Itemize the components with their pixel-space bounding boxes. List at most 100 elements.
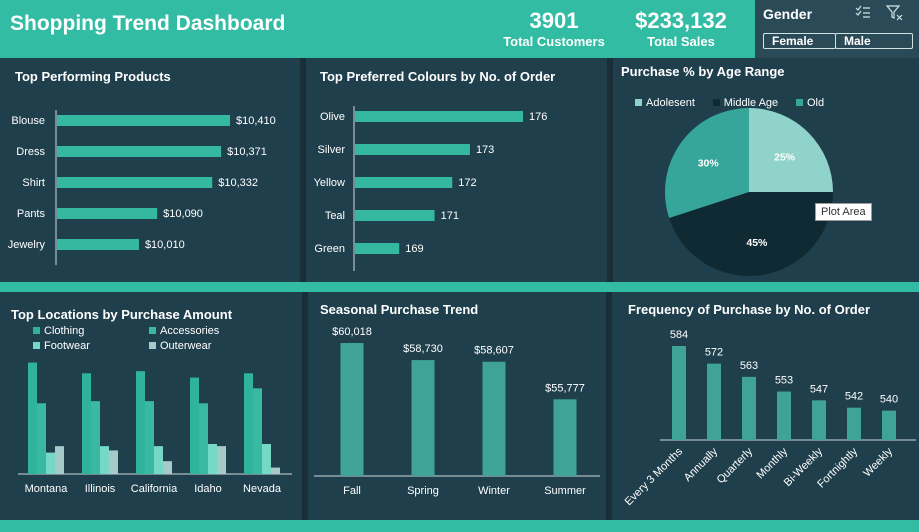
dashboard-title: Shopping Trend Dashboard [10, 12, 286, 35]
bar [57, 208, 158, 219]
bar [37, 403, 46, 474]
legend-label: Middle Age [723, 97, 779, 109]
legend-swatch [795, 99, 803, 106]
data-label: $10,090 [163, 208, 203, 220]
category-label: Pants [17, 208, 46, 220]
slicer-option-female[interactable]: Female [763, 33, 836, 49]
pie-slice [749, 108, 833, 192]
bar [262, 444, 271, 474]
bar [57, 177, 213, 188]
bar [882, 410, 896, 440]
category-label: Montana [25, 483, 69, 495]
panel-divider [606, 292, 612, 520]
category-label: Yellow [314, 177, 345, 189]
bar [46, 452, 55, 474]
bar [109, 450, 118, 474]
data-label: 572 [705, 347, 723, 359]
bar [28, 362, 37, 474]
legend-swatch [635, 99, 642, 106]
bar [340, 343, 364, 476]
category-label: Illinois [85, 483, 116, 495]
legend-clothing: Clothing [33, 325, 84, 337]
legend-swatch [149, 342, 156, 349]
bottom-band [0, 520, 919, 532]
category-label: Every 3 Months [623, 445, 686, 508]
legend-swatch [33, 342, 40, 349]
category-label: Nevada [243, 483, 282, 495]
data-label: $58,607 [474, 345, 514, 357]
bar [208, 444, 217, 474]
slicer-option-male[interactable]: Male [835, 33, 913, 49]
legend-label: Outerwear [160, 340, 212, 352]
category-label: Winter [478, 485, 510, 497]
data-label: 176 [529, 111, 547, 123]
chart-top-locations: Montana Illinois California Idaho Nevada [18, 362, 292, 495]
bar [145, 401, 154, 474]
data-label: $10,010 [145, 239, 185, 251]
data-label: $60,018 [332, 326, 372, 338]
kpi-total-sales-label: Total Sales [647, 34, 715, 49]
bar [190, 377, 199, 474]
pie-data-label: 25% [774, 151, 796, 163]
bar [57, 115, 230, 126]
slicer-title: Gender [763, 6, 813, 22]
section-divider [0, 282, 919, 292]
panel-top-colours: Top Preferred Colours by No. of Order Ol… [306, 58, 607, 282]
bar [57, 239, 139, 250]
panel-seasonal: Seasonal Purchase Trend $60,018 Fall $58,7… [308, 292, 606, 520]
legend-footwear: Footwear [33, 340, 90, 352]
kpi-total-customers-label: Total Customers [503, 34, 605, 49]
data-label: $55,777 [545, 382, 585, 394]
legend-accessories: Accessories [149, 325, 219, 337]
category-label: Green [314, 243, 345, 255]
bar [57, 146, 222, 157]
category-label: Spring [407, 485, 439, 497]
bar [91, 401, 100, 474]
data-label: 171 [441, 210, 459, 222]
clear-filter-icon[interactable] [885, 5, 904, 24]
bar [163, 461, 172, 474]
data-label: 540 [880, 394, 898, 406]
panel-frequency: Frequency of Purchase by No. of Order 58… [612, 292, 919, 520]
bar [847, 407, 861, 440]
legend-swatch [33, 327, 40, 334]
legend-label: Clothing [44, 325, 85, 337]
data-label: $10,371 [227, 146, 267, 158]
data-label: 553 [775, 375, 793, 387]
data-label: $10,332 [218, 177, 258, 189]
category-label: Fall [343, 485, 361, 497]
data-label: 173 [476, 144, 494, 156]
bar [253, 388, 262, 474]
data-label: 584 [670, 329, 688, 341]
panel-divider [300, 58, 306, 282]
chart-title: Seasonal Purchase Trend [320, 302, 479, 317]
plot-area-tooltip: Plot Area [815, 203, 872, 221]
bar [707, 363, 721, 440]
kpi-total-sales: $233,132 Total Sales [620, 8, 742, 49]
pie-slice [665, 108, 749, 218]
bar [154, 446, 163, 474]
bar [355, 243, 400, 254]
legend-old: Old [795, 97, 824, 109]
chart-age-range[interactable]: 25% 45% 30% [613, 58, 919, 282]
chart-seasonal: $60,018 Fall $58,730 Spring $58,607 Winter $55… [314, 326, 600, 497]
pie-slice [669, 192, 833, 276]
bar [55, 446, 64, 474]
bar [355, 177, 453, 188]
panel-age-range: Purchase % by Age Range Adolesent Middle… [613, 58, 919, 282]
chart-top-products: Blouse $10,410 Dress $10,371 Shirt $10,332 Pan… [8, 110, 276, 265]
category-label: Silver [317, 144, 345, 156]
multi-select-icon[interactable] [855, 5, 871, 22]
chart-title: Top Preferred Colours by No. of Order [320, 69, 556, 84]
bar [217, 446, 226, 474]
category-label: Idaho [194, 483, 222, 495]
chart-title: Purchase % by Age Range [621, 64, 785, 79]
legend-swatch [149, 327, 156, 334]
pie-data-label: 45% [746, 237, 768, 249]
bar [672, 346, 686, 440]
category-label: Shirt [22, 177, 45, 189]
category-label: Blouse [11, 115, 45, 127]
kpi-total-sales-value: $233,132 [635, 8, 727, 33]
chart-top-colours: Olive 176 Silver 173 Yellow 172 Teal 171 Green 16… [314, 106, 547, 271]
